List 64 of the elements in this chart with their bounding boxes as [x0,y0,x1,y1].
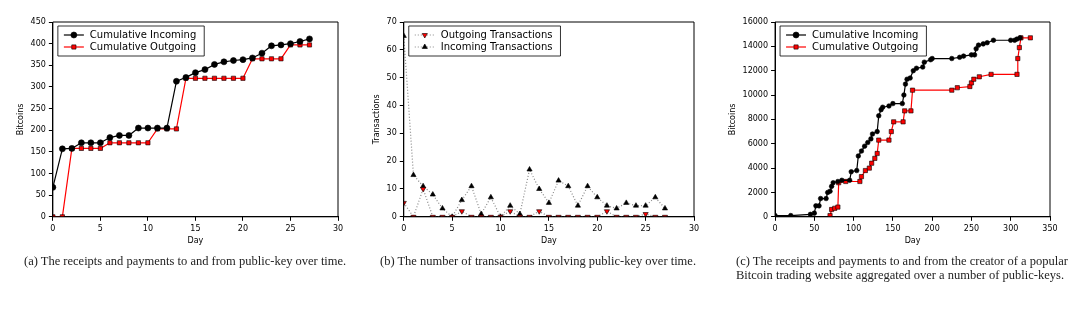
legend-label: Cumulative Incoming [812,28,919,40]
x-tick-label: 30 [688,223,700,233]
y-tick-label: 14000 [742,41,769,51]
x-tick-label: 250 [963,223,980,233]
legend-label: Incoming Transactions [440,40,553,52]
y-tick-label: 450 [30,17,46,27]
x-tick-label: 100 [845,223,862,233]
text: (a) The receipts and payments to and from public-key over time. [24,254,348,268]
x-tick-label: 150 [885,223,901,233]
x-tick-label: 30 [332,223,344,233]
y-tick-label: 16000 [742,17,769,27]
y-tick-label: 10 [386,184,397,194]
text: (c) The receipts and payments to and from the creator of a popular Bitcoin trading website aggregated over a number of public-keys. [736,254,1068,282]
y-tick-label: 200 [30,125,46,135]
x-tick-label: 5 [449,223,455,233]
x-axis-title: Day [187,236,204,246]
x-tick-label: 25 [640,223,651,233]
y-tick-label: 2000 [747,187,769,197]
y-tick-label: 20 [386,156,397,166]
x-tick-label: 200 [924,223,940,233]
y-tick-label: 150 [30,146,46,156]
x-tick-label: 300 [1003,223,1019,233]
y-tick-label: 10000 [742,90,769,100]
text: (b) The number of transactions involving public-key over time. [380,254,697,268]
y-tick-label: 50 [35,190,46,200]
y-tick-label: 0 [391,211,397,221]
x-axis-title: Day [540,236,558,246]
x-tick-label: 0 [401,223,407,233]
x-tick-label: 20 [237,223,249,233]
y-tick-label: 0 [40,211,46,221]
y-tick-label: 250 [30,103,46,113]
y-axis-title: Bitcoins [727,103,737,136]
legend-label: Cumulative Outgoing [812,40,919,52]
y-tick-label: 350 [30,60,46,70]
x-tick-label: 50 [809,223,820,233]
y-tick-label: 300 [30,82,46,92]
x-tick-label: 350 [1042,223,1058,233]
x-tick-label: 0 [50,223,56,233]
y-tick-label: 40 [386,100,397,110]
y-tick-label: 0 [762,211,769,221]
y-tick-label: 4000 [747,163,769,173]
y-tick-label: 8000 [747,114,769,124]
y-tick-label: 400 [30,38,46,48]
y-tick-label: 50 [386,72,397,82]
y-tick-label: 12000 [742,65,769,75]
y-tick-label: 100 [30,168,46,178]
x-tick-label: 10 [142,223,154,233]
x-axis-title: Day [904,236,921,246]
x-tick-label: 25 [285,223,296,233]
x-tick-label: 5 [97,223,103,233]
legend-label: Cumulative Outgoing [89,40,197,52]
y-tick-label: 30 [386,128,397,138]
x-tick-label: 15 [190,223,201,233]
y-tick-label: 60 [386,44,397,54]
x-tick-label: 20 [592,223,603,233]
y-axis-title: Transactions [371,94,381,146]
x-tick-label: 0 [772,223,778,233]
y-tick-label: 6000 [747,138,769,148]
legend-label: Cumulative Incoming [89,28,197,40]
y-tick-label: 70 [386,17,397,27]
x-tick-label: 15 [543,223,554,233]
legend-label: Outgoing Transactions [440,28,553,40]
y-axis-title: Bitcoins [15,103,25,136]
x-tick-label: 10 [495,223,506,233]
